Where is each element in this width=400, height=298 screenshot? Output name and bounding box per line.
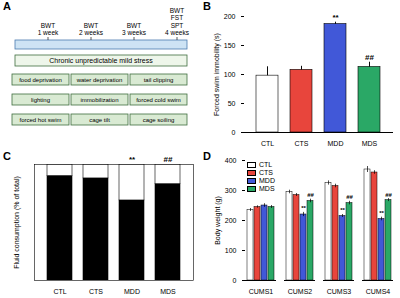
svg-text:BWT: BWT	[127, 22, 141, 29]
html-text:B: B	[203, 0, 211, 12]
svg-text:##: ##	[365, 53, 374, 62]
html-text:MDD: MDD	[259, 177, 275, 184]
svg-text:2 weeks: 2 weeks	[79, 29, 104, 36]
svg-text:Body weight (g): Body weight (g)	[214, 196, 222, 245]
svg-text:**: **	[129, 155, 136, 164]
svg-text:400: 400	[225, 157, 237, 164]
svg-text:lighting: lighting	[31, 97, 50, 103]
svg-text:4 weeks: 4 weeks	[165, 29, 190, 36]
svg-text:100: 100	[225, 247, 237, 254]
svg-text:forced hot swim: forced hot swim	[19, 117, 61, 123]
svg-text:CUMS1: CUMS1	[249, 288, 274, 295]
svg-text:150: 150	[224, 42, 236, 49]
svg-text:BWT: BWT	[84, 22, 98, 29]
svg-text:CUMS2: CUMS2	[288, 288, 313, 295]
svg-text:cage soiling: cage soiling	[143, 117, 175, 123]
svg-text:CTS: CTS	[295, 140, 309, 147]
html-text:MDS: MDS	[259, 185, 275, 192]
html-text:CTS: CTS	[259, 169, 273, 176]
svg-text:Fluid consumption (% of total): Fluid consumption (% of total)	[13, 176, 21, 269]
svg-text:BWT: BWT	[41, 22, 55, 29]
svg-text:FST: FST	[171, 14, 183, 21]
svg-text:1 week: 1 week	[38, 29, 59, 36]
svg-text:water deprivation: water deprivation	[76, 77, 123, 83]
svg-text:MDS: MDS	[160, 288, 176, 295]
svg-text:**: **	[301, 205, 306, 211]
svg-text:tail clipping: tail clipping	[144, 77, 174, 83]
html-text:D: D	[203, 150, 211, 162]
html-text:A: A	[3, 0, 11, 12]
svg-text:50: 50	[228, 100, 236, 107]
svg-text:BWT: BWT	[170, 7, 184, 14]
svg-text:200: 200	[225, 217, 237, 224]
svg-text:CTL: CTL	[261, 140, 274, 147]
svg-text:##: ##	[346, 194, 353, 200]
svg-text:0: 0	[233, 277, 237, 284]
svg-text:food deprivation: food deprivation	[19, 77, 62, 83]
html-text:CTL: CTL	[259, 161, 273, 168]
svg-text:**: **	[332, 13, 339, 22]
svg-text:0: 0	[232, 129, 236, 136]
svg-text:100: 100	[224, 71, 236, 78]
svg-text:200: 200	[224, 13, 236, 20]
svg-text:**: **	[340, 207, 345, 213]
svg-text:##: ##	[385, 192, 392, 198]
svg-text:##: ##	[307, 192, 314, 198]
svg-text:forced cold swim: forced cold swim	[136, 97, 181, 103]
svg-text:CUMS4: CUMS4	[366, 288, 391, 295]
svg-text:##: ##	[164, 155, 173, 164]
svg-text:CUMS3: CUMS3	[327, 288, 352, 295]
svg-text:**: **	[379, 210, 384, 216]
svg-text:300: 300	[225, 187, 237, 194]
svg-text:CTS: CTS	[89, 288, 103, 295]
svg-text:SPT: SPT	[171, 22, 184, 29]
svg-text:MDD: MDD	[328, 140, 344, 147]
svg-text:MDD: MDD	[124, 288, 140, 295]
svg-text:cage tilt: cage tilt	[89, 117, 110, 123]
svg-text:MDS: MDS	[362, 140, 378, 147]
svg-text:CTL: CTL	[53, 288, 66, 295]
svg-text:immobilization: immobilization	[80, 97, 118, 103]
svg-text:Chronic unpredictable mild str: Chronic unpredictable mild stress	[49, 57, 153, 65]
svg-text:Forced swim immobility (s): Forced swim immobility (s)	[213, 33, 221, 116]
svg-text:3 weeks: 3 weeks	[122, 29, 147, 36]
html-text:C: C	[3, 150, 11, 162]
